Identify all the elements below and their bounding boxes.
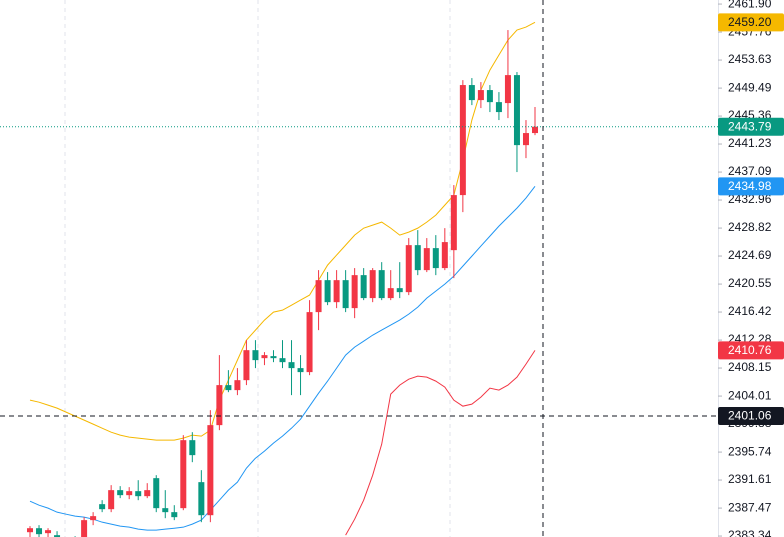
candle-body [459,85,466,196]
y-tick-label: 2395.74 [728,444,772,458]
candle-body [432,248,439,269]
candle-body [180,440,187,509]
last-price-badge [718,117,784,136]
candle-body [532,126,538,134]
indicator-price-badge [718,13,784,32]
y-tick-label: 2461.90 [728,0,772,10]
plot-area [0,21,718,537]
candle-body [144,490,151,497]
candle-body [81,520,88,537]
candle-body [126,491,133,496]
indicator-price-badge-label: 2434.98 [728,179,772,193]
y-tick-label: 2441.23 [728,136,772,150]
indicator-price-badge-label: 2410.76 [728,343,772,357]
axis-background [718,0,784,537]
candle-body [153,478,160,509]
candle-body [405,245,412,293]
candle-body [108,490,115,510]
candle-body [333,280,340,303]
candle-body [423,248,430,271]
last-price-badge-label: 2443.79 [728,119,772,133]
candle-body [270,356,277,359]
candle-body [189,440,196,456]
candle-body [135,491,142,497]
y-tick-label: 2391.61 [728,472,772,486]
y-tick-label: 2383.34 [728,528,772,537]
candle-body [351,275,358,309]
candle-body [117,490,124,496]
indicator-line [345,350,536,536]
candle-body [207,425,214,516]
candle-body [486,90,493,103]
candle-body [342,280,349,309]
indicator-price-badge-label: 2459.20 [728,15,772,29]
candle-body [477,90,484,101]
candle-body [522,133,529,146]
y-tick-label: 2404.01 [728,388,772,402]
candle-body [513,75,520,146]
candle-body [504,75,511,104]
y-tick-label: 2453.63 [728,52,772,66]
candle-body [441,242,448,269]
crosshair-badge-label: 2401.06 [728,409,772,423]
candle-body [162,508,169,513]
price-axis: 2461.902457.762453.632449.492445.362441.… [718,0,784,537]
candle-body [396,288,403,293]
candle-body [297,368,304,373]
indicator-line [29,186,536,531]
y-tick-label: 2428.82 [728,220,772,234]
indicator-price-badge [718,177,784,196]
candle-body [324,280,331,303]
y-tick-label: 2449.49 [728,80,772,94]
candle-body [252,350,259,361]
candle-body [90,516,97,521]
y-tick-label: 2416.42 [728,304,772,318]
candle-body [45,530,52,534]
candle-body [387,288,394,299]
candle-body [495,102,502,113]
candle-body [414,245,421,271]
y-tick-label: 2437.09 [728,164,772,178]
candle-body [450,195,457,251]
candle-body [216,385,223,426]
candle-body [36,528,43,535]
candle-body [27,528,33,533]
candle-body [225,385,232,391]
y-tick-label: 2387.47 [728,500,772,514]
candle-body [261,355,268,359]
candle-body [378,270,385,299]
indicator-line [29,21,536,441]
candle-body [54,535,61,537]
y-tick-label: 2420.55 [728,276,772,290]
indicator-price-badge [718,341,784,360]
candle-body [243,350,250,381]
candle-body [234,380,241,391]
y-tick-label: 2424.69 [728,248,772,262]
candle-body [198,482,205,516]
candle-body [99,504,106,510]
crosshair-badge [718,407,784,426]
candle-body [288,362,295,369]
candle-body [171,512,178,518]
candle-body [279,358,286,363]
candle-body [315,280,322,313]
candle-body [306,312,313,373]
y-tick-label: 2432.96 [728,192,772,206]
y-tick-label: 2408.15 [728,360,772,374]
candle-body [369,270,376,299]
candle-body [468,85,475,101]
candle-body [360,275,367,299]
